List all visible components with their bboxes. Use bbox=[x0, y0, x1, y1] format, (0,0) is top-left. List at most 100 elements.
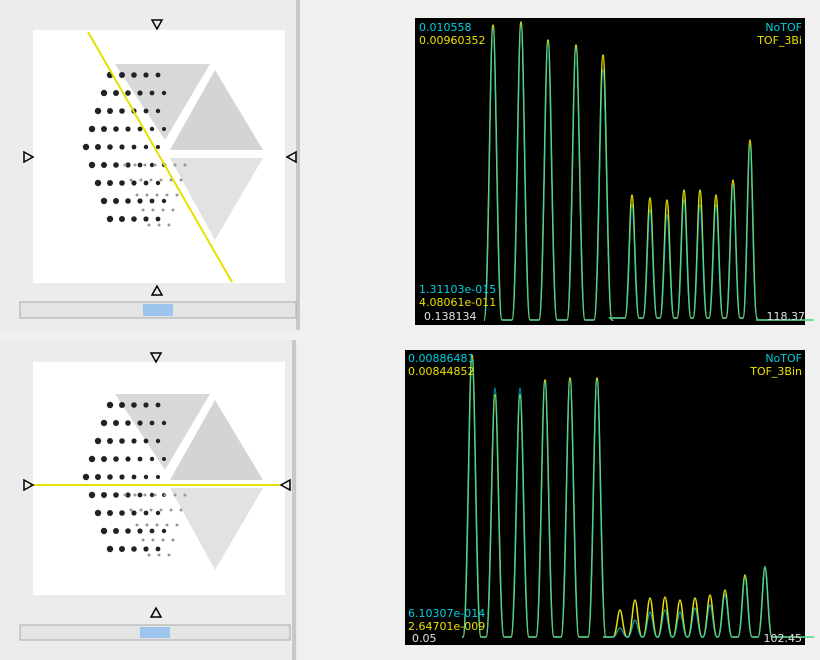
dot bbox=[162, 539, 165, 542]
dot bbox=[136, 194, 139, 197]
profile-plot bbox=[415, 18, 805, 325]
dot bbox=[119, 72, 125, 78]
dot bbox=[89, 162, 95, 168]
splitter bbox=[296, 0, 300, 330]
dot bbox=[131, 402, 137, 408]
dot bbox=[144, 145, 148, 149]
dot bbox=[156, 524, 159, 527]
dot bbox=[132, 145, 137, 150]
dot bbox=[174, 494, 177, 497]
dot bbox=[143, 402, 148, 407]
max-label: 0.00886481 bbox=[408, 352, 474, 365]
dot bbox=[152, 539, 155, 542]
dot bbox=[150, 421, 155, 426]
dot bbox=[83, 144, 89, 150]
dot bbox=[150, 457, 154, 461]
max-label: 0.00960352 bbox=[419, 34, 485, 47]
dot bbox=[137, 198, 142, 203]
min-label: 4.08061e-011 bbox=[419, 296, 496, 309]
dot bbox=[131, 72, 137, 78]
dot bbox=[119, 438, 125, 444]
x-start-label: 0.05 bbox=[412, 632, 437, 645]
dot bbox=[143, 72, 148, 77]
legend-entry: TOF_3Bi bbox=[756, 34, 802, 47]
dot bbox=[158, 554, 161, 557]
dot bbox=[125, 126, 130, 131]
dot bbox=[95, 180, 101, 186]
x-end-label: 118.37 bbox=[767, 310, 806, 323]
dot bbox=[101, 198, 107, 204]
dot bbox=[146, 194, 149, 197]
dot bbox=[113, 492, 119, 498]
dot bbox=[152, 209, 155, 212]
dot bbox=[119, 144, 124, 149]
dot bbox=[162, 457, 166, 461]
dot bbox=[125, 456, 130, 461]
scroll-thumb[interactable] bbox=[143, 304, 173, 316]
dot bbox=[101, 90, 107, 96]
dot bbox=[180, 509, 183, 512]
dot bbox=[144, 181, 149, 186]
dot bbox=[95, 438, 101, 444]
min-label: 1.31103e-015 bbox=[419, 283, 496, 296]
dot bbox=[89, 492, 95, 498]
dot bbox=[101, 162, 107, 168]
dot bbox=[170, 509, 173, 512]
dot bbox=[89, 126, 95, 132]
dot bbox=[131, 180, 136, 185]
dot bbox=[156, 511, 160, 515]
dot bbox=[172, 209, 175, 212]
dot bbox=[107, 510, 113, 516]
dot bbox=[184, 164, 187, 167]
dot bbox=[144, 109, 149, 114]
dot bbox=[180, 179, 183, 182]
dot bbox=[138, 493, 143, 498]
dot bbox=[125, 198, 131, 204]
dot bbox=[125, 528, 131, 534]
dot bbox=[144, 439, 149, 444]
dot bbox=[148, 224, 151, 227]
dot bbox=[156, 475, 160, 479]
scroll-thumb[interactable] bbox=[140, 627, 170, 638]
dot bbox=[150, 127, 154, 131]
dot bbox=[113, 90, 119, 96]
dot bbox=[143, 216, 148, 221]
dot bbox=[107, 474, 113, 480]
dot bbox=[144, 511, 149, 516]
legend-entry: TOF_3Bin bbox=[749, 365, 802, 378]
dot bbox=[119, 402, 125, 408]
dot bbox=[154, 494, 157, 497]
dot bbox=[168, 554, 171, 557]
dot bbox=[89, 456, 95, 462]
dot bbox=[156, 439, 160, 443]
dot bbox=[156, 145, 160, 149]
max-label: 0.00844852 bbox=[408, 365, 474, 378]
dot bbox=[137, 90, 142, 95]
dot bbox=[143, 546, 148, 551]
dot bbox=[125, 420, 131, 426]
dot bbox=[107, 108, 113, 114]
dot bbox=[156, 181, 160, 185]
dot bbox=[184, 494, 187, 497]
dot bbox=[113, 198, 119, 204]
dot bbox=[150, 509, 153, 512]
dot bbox=[95, 474, 101, 480]
dot bbox=[95, 108, 101, 114]
dot bbox=[174, 164, 177, 167]
dot bbox=[113, 528, 119, 534]
dot bbox=[160, 509, 163, 512]
dot bbox=[83, 474, 89, 480]
dot bbox=[95, 510, 101, 516]
dot bbox=[107, 180, 113, 186]
dot bbox=[162, 529, 166, 533]
dot bbox=[168, 224, 171, 227]
dot bbox=[162, 127, 166, 131]
dot bbox=[146, 524, 149, 527]
dot bbox=[119, 180, 125, 186]
dot bbox=[176, 524, 179, 527]
legend-entry: NoTOF bbox=[765, 21, 802, 34]
dot bbox=[131, 510, 136, 515]
dot bbox=[101, 126, 107, 132]
min-label: 6.10307e-014 bbox=[408, 607, 485, 620]
dot bbox=[124, 494, 127, 497]
